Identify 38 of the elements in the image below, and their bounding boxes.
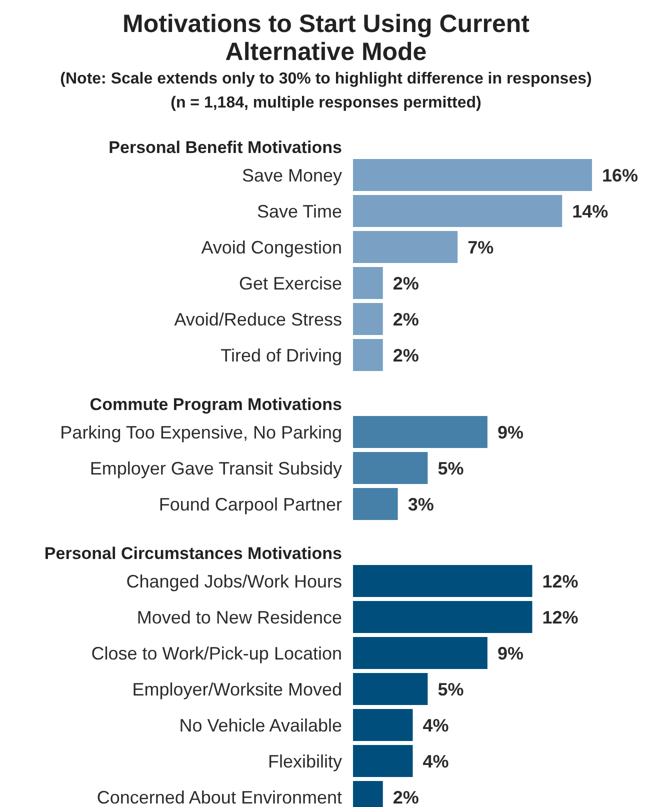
data-label: 4% xyxy=(422,751,449,772)
chart-title: Motivations to Start Using Current Alternative Mode xyxy=(122,10,530,66)
data-label: 2% xyxy=(392,309,419,330)
data-label: 12% xyxy=(542,571,578,592)
y-tick-label: Close to Work/Pick-up Location xyxy=(91,643,342,664)
data-label: 16% xyxy=(602,165,638,186)
series-label: Personal Benefit Motivations xyxy=(108,138,342,157)
y-tick-label: Avoid Congestion xyxy=(201,237,342,258)
y-tick-label: Avoid/Reduce Stress xyxy=(174,309,342,330)
y-tick-label: Changed Jobs/Work Hours xyxy=(126,571,342,592)
data-label: 3% xyxy=(408,494,434,514)
y-tick-label: Parking Too Expensive, No Parking xyxy=(60,422,342,442)
data-label: 5% xyxy=(438,458,464,478)
y-tick-label: No Vehicle Available xyxy=(179,715,342,736)
data-label: 4% xyxy=(422,715,449,736)
data-label: 9% xyxy=(497,643,524,664)
data-label: 2% xyxy=(392,345,419,366)
y-tick-label: Moved to New Residence xyxy=(136,607,342,628)
data-label: 2% xyxy=(392,273,419,294)
data-label: 14% xyxy=(572,201,608,222)
data-label: 5% xyxy=(438,679,464,700)
data-label: 9% xyxy=(497,422,524,442)
series-label: Commute Program Motivations xyxy=(90,394,342,414)
text: (n = 1,184, multiple responses permitted) xyxy=(170,94,482,112)
chart-subtitle: (Note: Scale extends only to 30% to highlight difference in responses) xyxy=(60,70,592,88)
data-label: 7% xyxy=(468,237,494,258)
y-tick-label: Flexibility xyxy=(268,751,342,772)
y-tick-label: Found Carpool Partner xyxy=(158,494,342,514)
y-tick-label: Employer/Worksite Moved xyxy=(132,679,342,700)
y-tick-label: Get Exercise xyxy=(238,273,342,294)
y-tick-label: Save Time xyxy=(256,201,342,222)
y-tick-label: Concerned About Environment xyxy=(96,787,342,807)
series-label: Personal Circumstances Motivations xyxy=(44,544,342,563)
y-tick-label: Save Money xyxy=(242,165,342,186)
data-label: 2% xyxy=(392,787,419,807)
y-tick-label: Tired of Driving xyxy=(220,345,342,366)
y-tick-label: Employer Gave Transit Subsidy xyxy=(90,458,342,478)
data-label: 12% xyxy=(542,607,578,628)
